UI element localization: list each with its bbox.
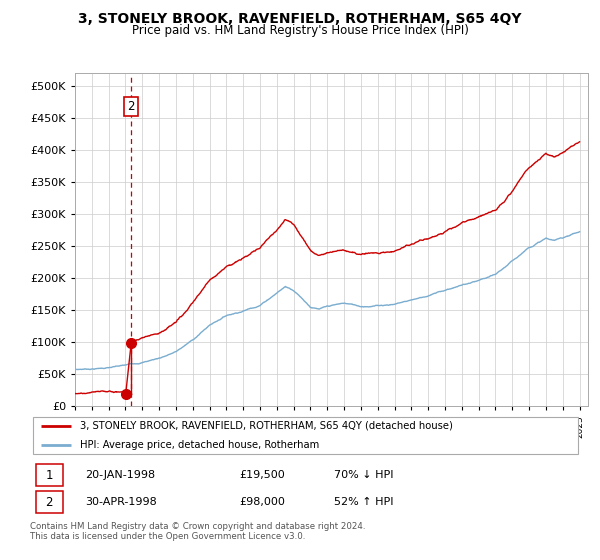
Text: Contains HM Land Registry data © Crown copyright and database right 2024.
This d: Contains HM Land Registry data © Crown c… (30, 522, 365, 542)
Text: 3, STONELY BROOK, RAVENFIELD, ROTHERHAM, S65 4QY (detached house): 3, STONELY BROOK, RAVENFIELD, ROTHERHAM,… (80, 421, 452, 431)
FancyBboxPatch shape (35, 491, 63, 514)
FancyBboxPatch shape (35, 464, 63, 486)
FancyBboxPatch shape (33, 417, 578, 454)
Text: 2: 2 (46, 496, 53, 508)
Text: £98,000: £98,000 (240, 497, 286, 507)
Text: 1: 1 (46, 469, 53, 482)
Text: 52% ↑ HPI: 52% ↑ HPI (334, 497, 393, 507)
Text: 30-APR-1998: 30-APR-1998 (85, 497, 157, 507)
Text: 2: 2 (127, 100, 135, 113)
Text: 20-JAN-1998: 20-JAN-1998 (85, 470, 155, 480)
Text: 70% ↓ HPI: 70% ↓ HPI (334, 470, 393, 480)
Text: Price paid vs. HM Land Registry's House Price Index (HPI): Price paid vs. HM Land Registry's House … (131, 24, 469, 36)
Text: £19,500: £19,500 (240, 470, 286, 480)
Text: HPI: Average price, detached house, Rotherham: HPI: Average price, detached house, Roth… (80, 440, 319, 450)
Text: 3, STONELY BROOK, RAVENFIELD, ROTHERHAM, S65 4QY: 3, STONELY BROOK, RAVENFIELD, ROTHERHAM,… (78, 12, 522, 26)
